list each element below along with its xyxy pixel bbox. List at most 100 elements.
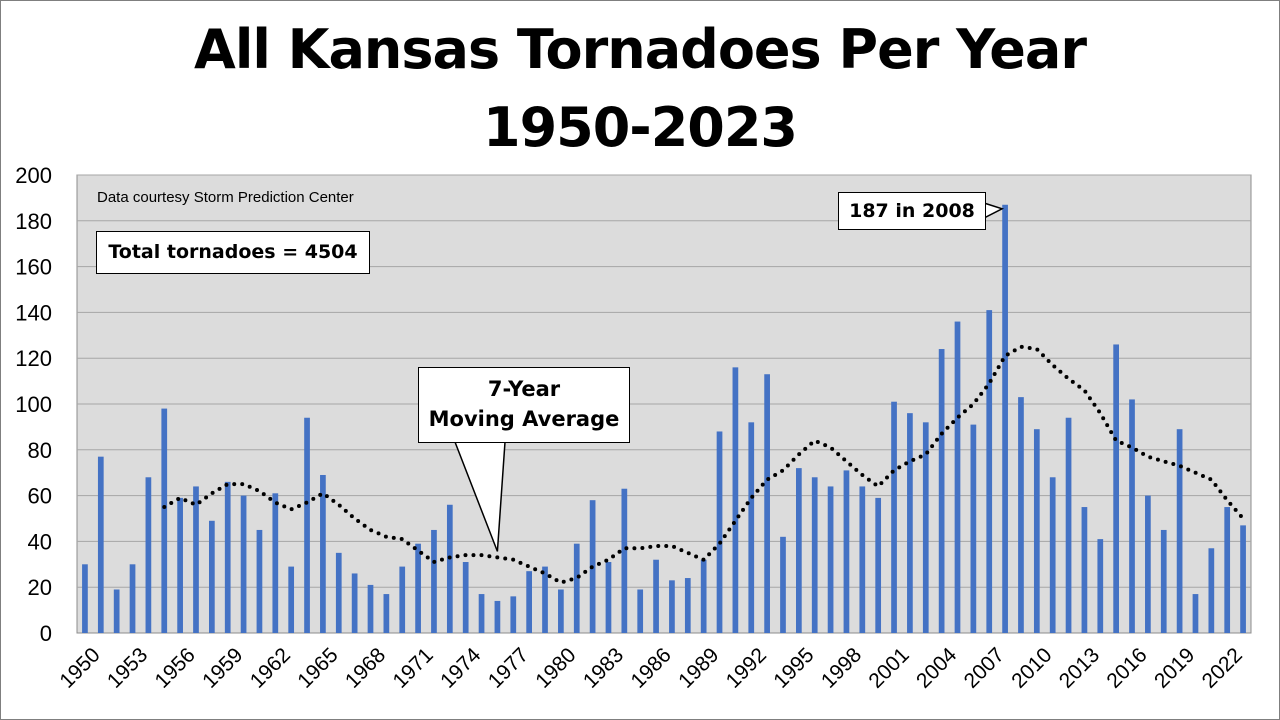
bar-2022 — [1224, 507, 1231, 633]
x-tick-label: 1983 — [579, 643, 628, 692]
x-tick-label: 1974 — [436, 643, 486, 693]
bar-1963 — [288, 566, 295, 633]
bar-2004 — [938, 349, 945, 633]
y-tick-label: 40 — [28, 529, 52, 554]
bar-1970 — [399, 566, 406, 633]
y-tick-label: 0 — [40, 621, 52, 646]
y-axis-ticks: 0 20 40 60 80 100 120 140 160 180 200 — [15, 163, 52, 646]
bar-1985 — [637, 589, 644, 633]
bar-1974 — [462, 562, 469, 633]
bar-2001 — [891, 401, 897, 633]
x-tick-label: 1962 — [246, 643, 295, 692]
moving-average-callout: 7-Year Moving Average — [418, 367, 630, 443]
y-tick-label: 200 — [15, 163, 52, 188]
x-tick-label: 1950 — [55, 643, 104, 692]
bar-2019 — [1176, 429, 1183, 633]
bar-1950 — [82, 564, 88, 633]
bar-1953 — [129, 564, 136, 633]
bar-1996 — [811, 477, 818, 633]
x-tick-label: 1965 — [293, 643, 342, 692]
bar-1958 — [208, 520, 215, 633]
bar-2005 — [954, 321, 961, 633]
y-tick-label: 120 — [15, 346, 52, 371]
bar-1968 — [367, 584, 374, 633]
bar-1987 — [669, 580, 675, 633]
x-tick-label: 1953 — [103, 643, 152, 692]
bar-1973 — [446, 504, 453, 633]
x-tick-label: 1980 — [531, 643, 580, 692]
x-tick-label: 2013 — [1055, 643, 1104, 692]
x-tick-label: 2007 — [960, 643, 1009, 692]
bar-1975 — [478, 594, 485, 633]
bar-1991 — [732, 367, 739, 633]
bar-1962 — [272, 493, 279, 633]
y-tick-label: 100 — [15, 392, 52, 417]
bar-1992 — [748, 422, 755, 633]
x-tick-label: 2010 — [1007, 643, 1056, 692]
bar-2020 — [1192, 594, 1199, 633]
bar-2008 — [1002, 204, 1008, 633]
x-tick-label: 2016 — [1102, 643, 1151, 692]
bar-1952 — [113, 589, 120, 633]
bar-1972 — [431, 529, 437, 633]
bar-1956 — [177, 497, 183, 633]
x-tick-label: 1992 — [722, 643, 771, 692]
x-tick-label: 1971 — [389, 643, 438, 692]
bar-2017 — [1145, 495, 1151, 633]
x-axis-ticks: 1950195319561959196219651968197119741977… — [55, 643, 1247, 693]
bar-1960 — [240, 495, 247, 633]
bar-1980 — [558, 589, 564, 633]
bar-1990 — [716, 431, 723, 633]
bar-2009 — [1018, 397, 1024, 633]
y-tick-label: 80 — [28, 438, 52, 463]
x-tick-label: 2001 — [864, 643, 913, 692]
chart-title-line-2: 1950-2023 — [483, 96, 798, 159]
bar-2014 — [1097, 539, 1104, 633]
bar-1983 — [605, 562, 612, 633]
bar-1997 — [827, 486, 834, 633]
bar-1957 — [193, 486, 199, 633]
bar-2011 — [1049, 477, 1056, 633]
max-value-callout: 187 in 2008 — [838, 192, 986, 230]
bar-2021 — [1208, 548, 1215, 633]
y-tick-label: 20 — [28, 575, 52, 600]
bar-1967 — [351, 573, 358, 633]
bars — [82, 204, 1246, 633]
source-note: Data courtesy Storm Prediction Center — [97, 189, 354, 206]
bar-2003 — [922, 422, 929, 633]
moving-average-callout-line-2: Moving Average — [428, 407, 620, 431]
bar-2018 — [1160, 529, 1167, 633]
x-tick-label: 2022 — [1198, 643, 1247, 692]
bar-1999 — [859, 486, 866, 633]
y-tick-label: 60 — [28, 484, 52, 509]
bar-1979 — [542, 566, 548, 633]
bar-2013 — [1081, 507, 1088, 633]
bar-1964 — [304, 417, 310, 633]
x-tick-label: 1956 — [151, 643, 200, 692]
bar-1966 — [335, 552, 342, 633]
moving-average-callout-line-1: 7-Year — [487, 377, 561, 401]
bar-1978 — [526, 571, 533, 633]
bar-2010 — [1033, 429, 1040, 633]
total-tornadoes-box: Total tornadoes = 4504 — [96, 231, 370, 274]
bar-1995 — [795, 468, 802, 633]
bar-1993 — [764, 374, 770, 633]
x-tick-label: 1995 — [769, 643, 818, 692]
bar-1954 — [145, 477, 152, 633]
bar-1981 — [573, 543, 580, 633]
bar-2002 — [907, 413, 913, 633]
moving-average-path — [162, 344, 1246, 585]
x-tick-label: 2019 — [1150, 643, 1199, 692]
chart-title-line-1: All Kansas Tornadoes Per Year — [194, 18, 1087, 81]
bar-2012 — [1065, 417, 1072, 633]
bar-1986 — [653, 559, 659, 633]
bar-2000 — [875, 497, 882, 633]
bar-2015 — [1113, 344, 1120, 633]
bar-1961 — [256, 529, 263, 633]
bar-2007 — [986, 310, 993, 633]
bar-1955 — [161, 408, 168, 633]
moving-average-line — [162, 344, 1246, 585]
x-tick-label: 1977 — [484, 643, 533, 692]
x-tick-label: 1968 — [341, 643, 390, 692]
